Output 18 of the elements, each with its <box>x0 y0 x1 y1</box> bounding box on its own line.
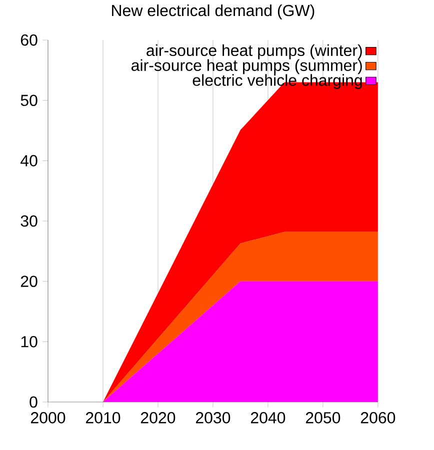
x-tick-label: 2020 <box>141 412 176 424</box>
y-tick-label: 20 <box>20 276 38 288</box>
y-tick-label: 30 <box>20 215 38 227</box>
y-tick-label: 40 <box>20 155 38 166</box>
y-tick-label: 60 <box>21 34 38 46</box>
x-tick-label: 2000 <box>31 412 66 424</box>
x-tick-label: 2040 <box>250 412 286 424</box>
y-tick-label: 50 <box>20 94 38 106</box>
y-tick-label: 0 <box>30 396 38 408</box>
x-tick-label: 2010 <box>86 412 120 424</box>
chart-title: New electrical demand (GW) <box>112 4 314 20</box>
x-tick-label: 2060 <box>360 412 396 424</box>
x-tick-label: 2030 <box>196 412 230 424</box>
legend-label: air-source heat pumps (summer) <box>132 59 362 74</box>
x-tick-label: 2050 <box>306 412 340 424</box>
legend-label: air-source heat pumps (winter) <box>146 44 362 60</box>
legend-label: electric vehicle charging <box>192 74 362 90</box>
y-tick-label: 10 <box>21 336 38 348</box>
